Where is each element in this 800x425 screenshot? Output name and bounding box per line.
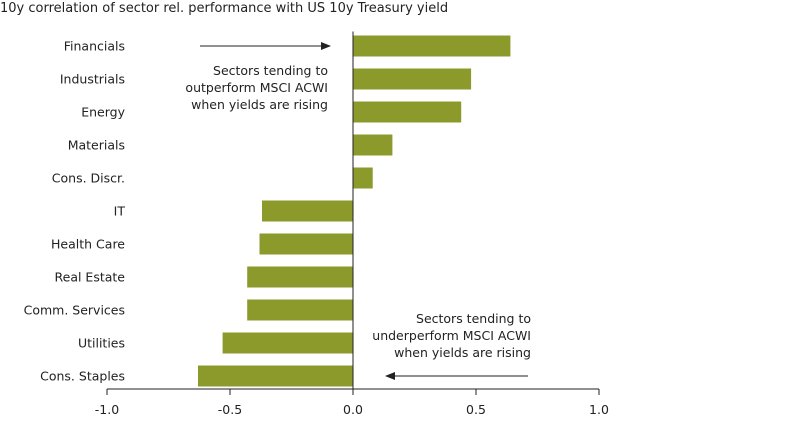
bar-comm-services: [247, 299, 353, 321]
category-label: Energy: [81, 105, 125, 120]
bars-layer: [198, 35, 511, 387]
annotation-line: outperform MSCI ACWI: [185, 80, 328, 95]
category-label: Cons. Discr.: [52, 171, 125, 186]
annotations: Sectors tending to outperform MSCI ACWI wh…: [185, 42, 531, 380]
annotation-line: underperform MSCI ACWI: [372, 328, 531, 343]
category-label: IT: [114, 204, 126, 219]
category-labels: Financials Industrials Energy Materials Cons…: [24, 39, 126, 384]
bar-utilities: [222, 332, 353, 354]
annotation-line: when yields are rising: [394, 345, 531, 360]
bar-financials: [353, 35, 511, 57]
x-tick-label: -0.5: [218, 402, 242, 417]
bar-real-estate: [247, 266, 353, 288]
bar-materials: [353, 134, 393, 156]
bar-industrials: [353, 68, 472, 90]
category-label: Real Estate: [55, 270, 126, 285]
annotation-line: Sectors tending to: [213, 63, 328, 78]
x-axis: -1.0 -0.5 0.0 0.5 1.0: [95, 31, 609, 417]
annotation-line: when yields are rising: [191, 97, 328, 112]
category-label: Cons. Staples: [40, 369, 125, 384]
bar-health-care: [259, 233, 353, 255]
category-label: Materials: [68, 138, 125, 153]
annotation-line: Sectors tending to: [416, 311, 531, 326]
bar-cons-discr: [353, 167, 373, 189]
bar-it: [262, 200, 353, 222]
category-label: Health Care: [51, 237, 125, 252]
chart-title: 10y correlation of sector rel. performan…: [0, 1, 448, 16]
x-tick-label: -1.0: [95, 402, 119, 417]
category-label: Utilities: [78, 336, 125, 351]
bar-energy: [353, 101, 462, 123]
bar-cons-staples: [198, 365, 353, 387]
category-label: Industrials: [60, 72, 125, 87]
x-tick-label: 0.0: [343, 402, 363, 417]
category-label: Comm. Services: [24, 303, 125, 318]
x-tick-label: 0.5: [466, 402, 486, 417]
category-label: Financials: [64, 39, 125, 54]
x-tick-label: 1.0: [589, 402, 609, 417]
